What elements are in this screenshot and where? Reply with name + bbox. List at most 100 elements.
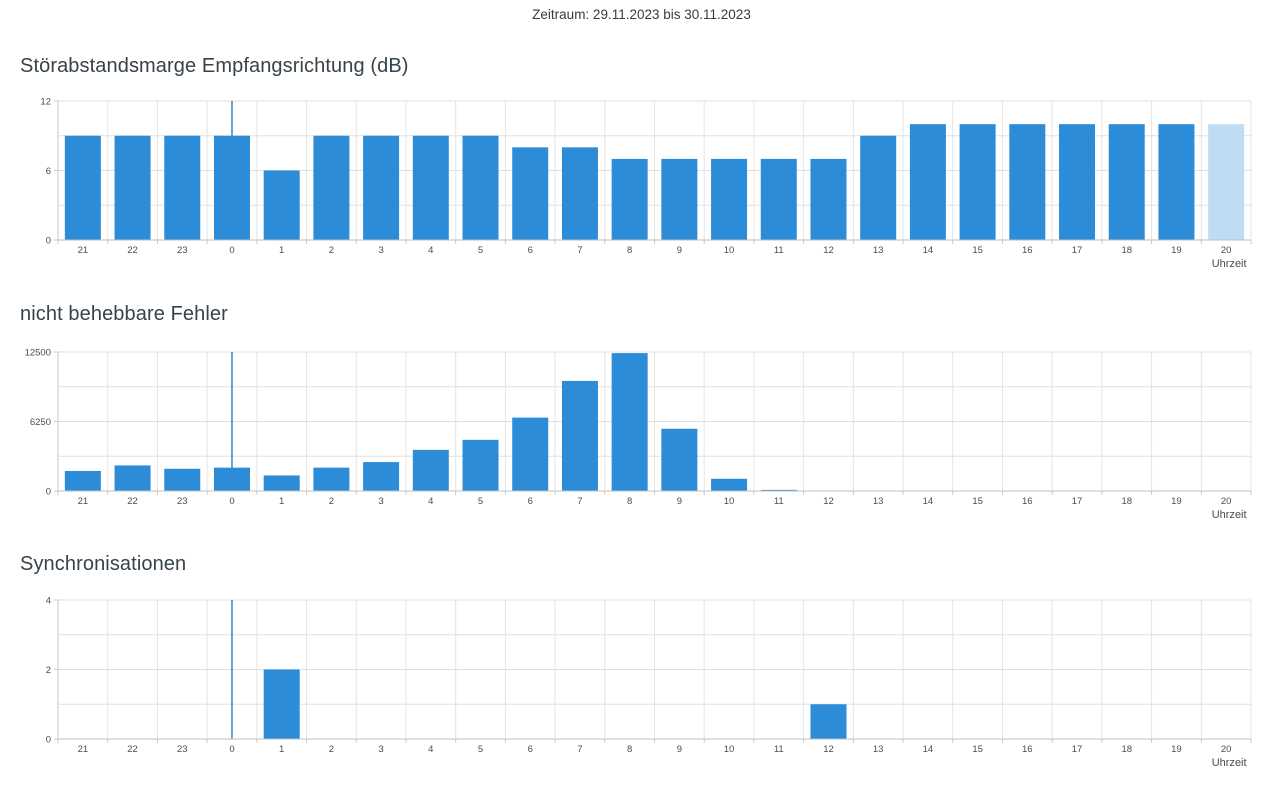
bar-0 xyxy=(213,135,250,240)
x-axis-unit-label: Uhrzeit xyxy=(1212,258,1247,270)
x-tick-label: 20 xyxy=(1221,245,1232,256)
x-tick-label: 21 xyxy=(78,496,89,507)
bar-17 xyxy=(1059,124,1096,240)
x-tick-label: 2 xyxy=(329,245,334,256)
bar-8 xyxy=(611,158,648,240)
x-tick-label: 5 xyxy=(478,496,483,507)
bar-1 xyxy=(263,170,300,240)
bar-2 xyxy=(313,135,350,240)
x-tick-label: 9 xyxy=(677,744,682,755)
grid-lines xyxy=(58,351,1252,491)
x-tick-label: 17 xyxy=(1072,744,1083,755)
x-tick-label: 8 xyxy=(627,245,632,256)
x-tick-label: 15 xyxy=(972,245,983,256)
x-tick-label: 23 xyxy=(177,245,188,256)
x-tick-label: 21 xyxy=(78,744,89,755)
x-tick-label: 4 xyxy=(428,744,433,755)
bar-5 xyxy=(462,439,499,491)
bar-6 xyxy=(512,147,549,240)
x-tick-label: 7 xyxy=(577,245,582,256)
x-tick-label: 22 xyxy=(127,496,138,507)
x-tick-label: 9 xyxy=(677,245,682,256)
bar-21 xyxy=(64,470,101,491)
chart-title-uncorrectable-errors: nicht behebbare Fehler xyxy=(20,303,228,325)
bar-7 xyxy=(561,380,598,491)
y-tick-label: 2 xyxy=(46,665,51,676)
chart-title-snr-margin: Störabstandsmarge Empfangsrichtung (dB) xyxy=(20,55,409,77)
x-tick-label: 16 xyxy=(1022,245,1033,256)
bar-9 xyxy=(661,158,698,240)
bar-16 xyxy=(1009,124,1046,240)
bar-19 xyxy=(1158,124,1195,240)
x-tick-label: 2 xyxy=(329,496,334,507)
x-tick-label: 13 xyxy=(873,245,884,256)
bar-10 xyxy=(711,478,748,491)
x-tick-label: 1 xyxy=(279,496,284,507)
x-tick-label: 15 xyxy=(972,744,983,755)
bar-10 xyxy=(711,158,748,240)
x-tick-label: 2 xyxy=(329,744,334,755)
bar-22 xyxy=(114,135,151,240)
x-tick-labels: 21 22 23 0 1 2 3 4 5 6 7 8 9 10 11 12 13 14 15 16 17 18 19 20 xyxy=(78,744,1232,755)
x-tick-labels: 21 22 23 0 1 2 3 4 5 6 7 8 9 10 11 12 13 14 15 16 17 18 19 20 xyxy=(78,245,1232,256)
x-tick-label: 7 xyxy=(577,744,582,755)
bar-2 xyxy=(313,467,350,491)
bar-6 xyxy=(512,417,549,491)
bar-23 xyxy=(164,468,201,491)
x-tick-label: 11 xyxy=(774,744,784,755)
bar-18 xyxy=(1108,124,1145,240)
bar-12 xyxy=(810,158,847,240)
x-tick-label: 4 xyxy=(428,245,433,256)
bar-14 xyxy=(909,124,946,240)
x-tick-label: 12 xyxy=(823,245,834,256)
y-tick-label: 0 xyxy=(46,487,51,498)
x-tick-label: 7 xyxy=(577,496,582,507)
x-tick-label: 3 xyxy=(378,496,383,507)
bar-3 xyxy=(363,462,400,491)
x-tick-label: 10 xyxy=(724,744,735,755)
bar-4 xyxy=(412,449,449,491)
y-tick-label: 0 xyxy=(46,236,51,247)
x-tick-label: 17 xyxy=(1072,245,1083,256)
bar-22 xyxy=(114,465,151,491)
x-tick-label: 19 xyxy=(1171,245,1182,256)
bars xyxy=(64,124,1245,240)
x-tick-label: 21 xyxy=(78,245,89,256)
x-tick-label: 17 xyxy=(1072,496,1083,507)
x-tick-label: 0 xyxy=(229,245,234,256)
grid-lines xyxy=(58,599,1252,739)
bar-0 xyxy=(213,467,250,491)
bars xyxy=(64,353,847,491)
x-tick-label: 6 xyxy=(528,496,533,507)
x-tick-label: 22 xyxy=(127,744,138,755)
bar-13 xyxy=(860,135,897,240)
x-tick-label: 1 xyxy=(279,744,284,755)
grid-lines xyxy=(58,100,1252,240)
x-tick-labels: 21 22 23 0 1 2 3 4 5 6 7 8 9 10 11 12 13 14 15 16 17 18 19 20 xyxy=(78,496,1232,507)
x-tick-label: 3 xyxy=(378,744,383,755)
x-tick-label: 14 xyxy=(923,496,934,507)
x-tick-label: 16 xyxy=(1022,496,1033,507)
x-tick-label: 4 xyxy=(428,496,433,507)
x-tick-label: 12 xyxy=(823,744,834,755)
x-tick-label: 6 xyxy=(528,744,533,755)
x-tick-label: 13 xyxy=(873,744,884,755)
x-tick-label: 22 xyxy=(127,245,138,256)
bar-7 xyxy=(561,147,598,240)
x-tick-label: 12 xyxy=(823,496,834,507)
y-tick-label: 12 xyxy=(40,97,51,108)
bar-20 xyxy=(1208,124,1245,240)
bar-15 xyxy=(959,124,996,240)
x-tick-label: 19 xyxy=(1171,496,1182,507)
x-tick-label: 10 xyxy=(724,496,735,507)
bar-5 xyxy=(462,135,499,240)
bar-12 xyxy=(810,704,847,739)
x-tick-label: 11 xyxy=(774,245,784,256)
y-tick-labels: 0 6 12 xyxy=(40,97,58,247)
x-tick-label: 6 xyxy=(528,245,533,256)
bars xyxy=(263,669,847,739)
bar-8 xyxy=(611,353,648,491)
bar-3 xyxy=(363,135,400,240)
